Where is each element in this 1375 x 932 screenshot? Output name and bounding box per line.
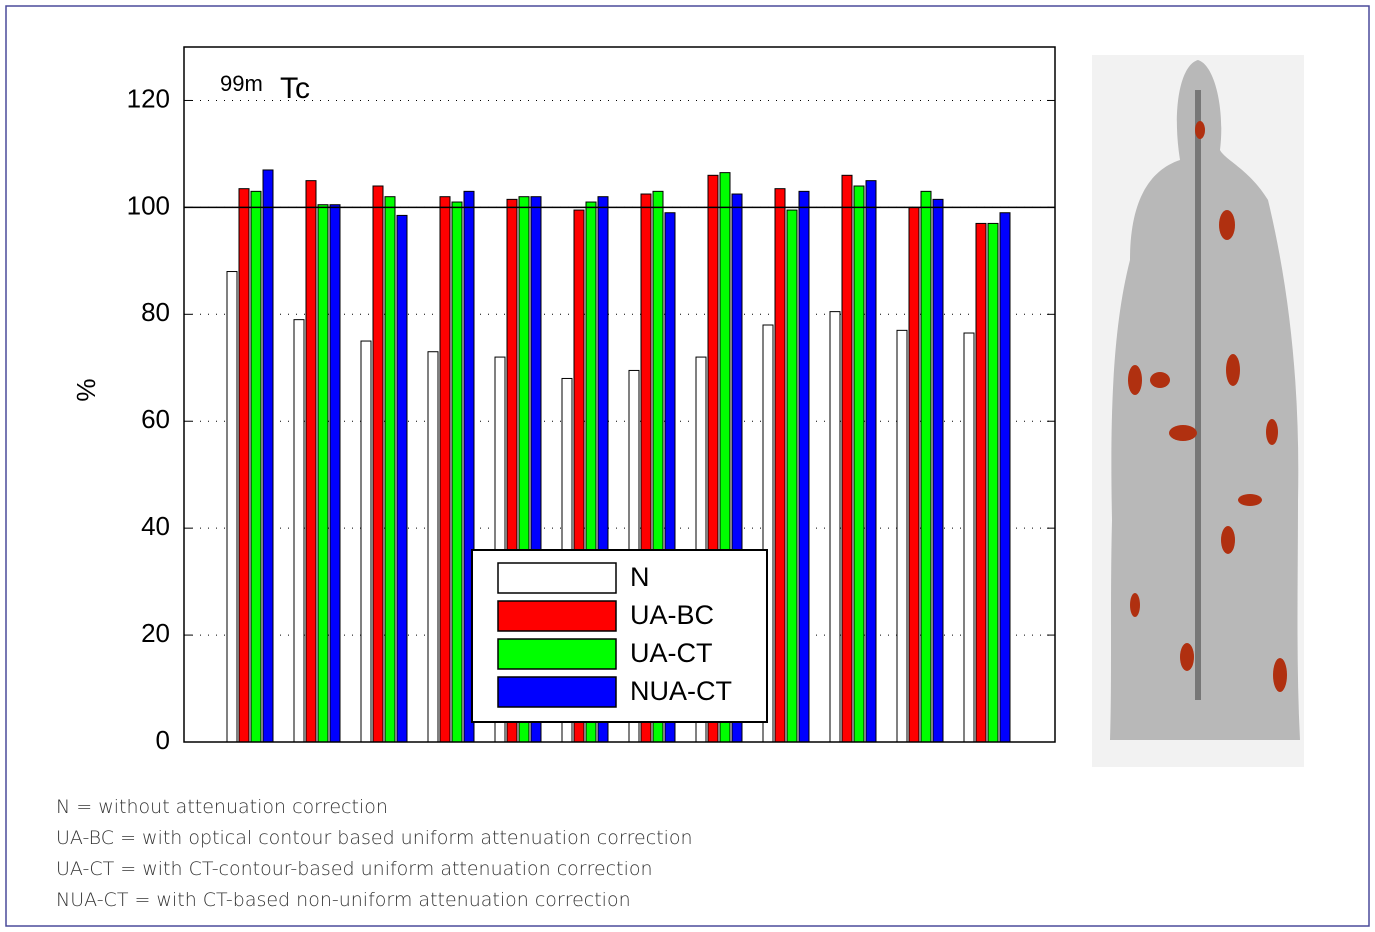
bar (440, 197, 450, 742)
legend: N UA-BC UA-CT NUA-CT (472, 550, 767, 722)
y-tick-label: 40 (141, 511, 170, 541)
bar (854, 186, 864, 742)
bar (330, 205, 340, 742)
legend-label: UA-BC (630, 600, 714, 630)
bar (799, 191, 809, 742)
bar (251, 191, 261, 742)
bar (921, 191, 931, 742)
y-tick-label: 60 (141, 404, 170, 434)
bar (842, 175, 852, 742)
bar (897, 330, 907, 742)
y-tick-label: 120 (127, 83, 170, 113)
bar (866, 181, 876, 742)
bar (239, 189, 249, 742)
legend-swatch (498, 563, 616, 593)
y-tick-label: 80 (141, 297, 170, 327)
bar (428, 352, 438, 742)
bar (787, 210, 797, 742)
scan-image (1092, 55, 1304, 767)
bar (361, 341, 371, 742)
bar (964, 333, 974, 742)
note: UA-CT = with CT-contour-based uniform at… (56, 858, 653, 880)
legend-label: NUA-CT (630, 676, 732, 706)
bar (227, 272, 237, 742)
note: N = without attenuation correction (56, 796, 388, 818)
legend-swatch (498, 639, 616, 669)
legend-swatch (498, 677, 616, 707)
annotation: Tc (280, 72, 310, 105)
legend-label: N (630, 562, 650, 592)
note: NUA-CT = with CT-based non-uniform atten… (56, 889, 631, 911)
bar (452, 202, 462, 742)
bar (263, 170, 273, 742)
y-axis-label: % (71, 378, 101, 401)
bar (397, 215, 407, 742)
chart: 99m Tc % 0 20 40 60 80 100 120 N UA-BC UA-CT NUA-C… (0, 0, 1375, 932)
bar (988, 223, 998, 742)
y-tick-label: 0 (156, 725, 170, 755)
legend-swatch (498, 601, 616, 631)
bar (385, 197, 395, 742)
y-tick-label: 100 (127, 190, 170, 220)
y-tick-label: 20 (141, 618, 170, 648)
annotation-sup: 99m (220, 71, 263, 96)
bar (909, 207, 919, 742)
bar (775, 189, 785, 742)
legend-label: UA-CT (630, 638, 713, 668)
page: {"chart_data": {"type": "bar", "annotati… (0, 0, 1375, 932)
bar (294, 320, 304, 742)
bar (976, 223, 986, 742)
bar (830, 312, 840, 742)
bar (1000, 213, 1010, 742)
bar (306, 181, 316, 742)
bar (318, 205, 328, 742)
bar (933, 199, 943, 742)
bar (373, 186, 383, 742)
note: UA-BC = with optical contour based unifo… (56, 827, 693, 849)
